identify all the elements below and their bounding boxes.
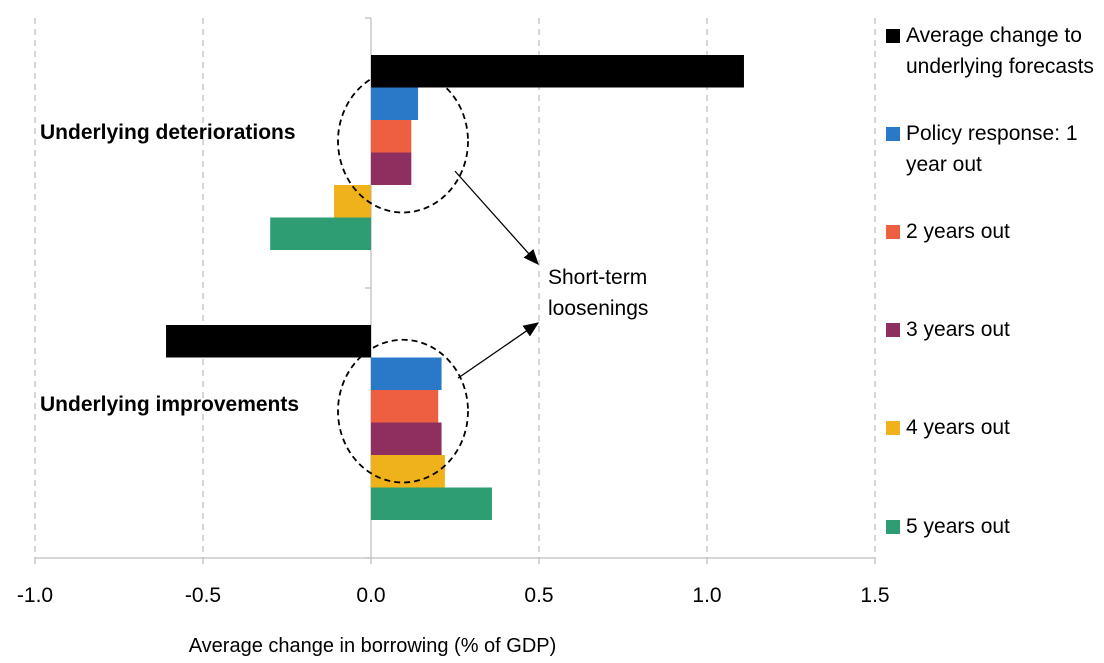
x-tick-label: 1.0 <box>692 584 721 607</box>
x-tick-label: 0.0 <box>356 584 385 607</box>
bar <box>371 87 419 120</box>
legend-item-3-years: 3 years out <box>886 314 1101 345</box>
bar <box>371 55 744 88</box>
legend-swatch-3-years <box>886 323 900 337</box>
bar <box>270 217 371 250</box>
bar <box>371 390 439 423</box>
legend-item-2-years: 2 years out <box>886 216 1101 247</box>
legend-item-average-change: Average change to underlying forecasts <box>886 20 1101 82</box>
annotation-arrow <box>457 322 540 379</box>
legend-label-2-years: 2 years out <box>906 220 1010 243</box>
x-tick-label: 0.5 <box>524 584 553 607</box>
x-tick-label: -1.0 <box>17 584 53 607</box>
legend-item-4-years: 4 years out <box>886 412 1101 443</box>
bar <box>166 325 371 358</box>
legend-item-1-year: Policy response: 1 year out <box>886 118 1101 180</box>
x-tick-label: 1.5 <box>860 584 889 607</box>
category-label-deteriorations: Underlying deteriorations <box>40 121 296 144</box>
legend-swatch-4-years <box>886 421 900 435</box>
legend-label-5-years: 5 years out <box>906 515 1010 538</box>
annotation-short-term-loosenings: Short-term loosenings <box>548 266 649 320</box>
bar <box>334 185 371 218</box>
bar <box>371 152 412 185</box>
legend-label-1-year: Policy response: 1 year out <box>906 122 1078 176</box>
legend-item-5-years: 5 years out <box>886 511 1101 542</box>
bar <box>371 120 412 153</box>
legend-swatch-1-year <box>886 127 900 141</box>
category-label-improvements: Underlying improvements <box>40 393 300 416</box>
legend-swatch-5-years <box>886 520 900 534</box>
bar <box>371 357 442 390</box>
legend-label-average-change: Average change to underlying forecasts <box>906 24 1094 78</box>
x-tick-label: -0.5 <box>185 584 221 607</box>
bar <box>371 487 492 520</box>
legend-label-4-years: 4 years out <box>906 416 1010 439</box>
legend-swatch-average-change <box>886 29 900 43</box>
annotation-circle <box>337 338 469 484</box>
bar <box>371 422 442 455</box>
legend-label-3-years: 3 years out <box>906 318 1010 341</box>
annotation-circle <box>337 68 469 214</box>
annotation-arrow <box>454 170 539 265</box>
legend-swatch-2-years <box>886 225 900 239</box>
x-axis-label: Average change in borrowing (% of GDP) <box>188 635 557 657</box>
